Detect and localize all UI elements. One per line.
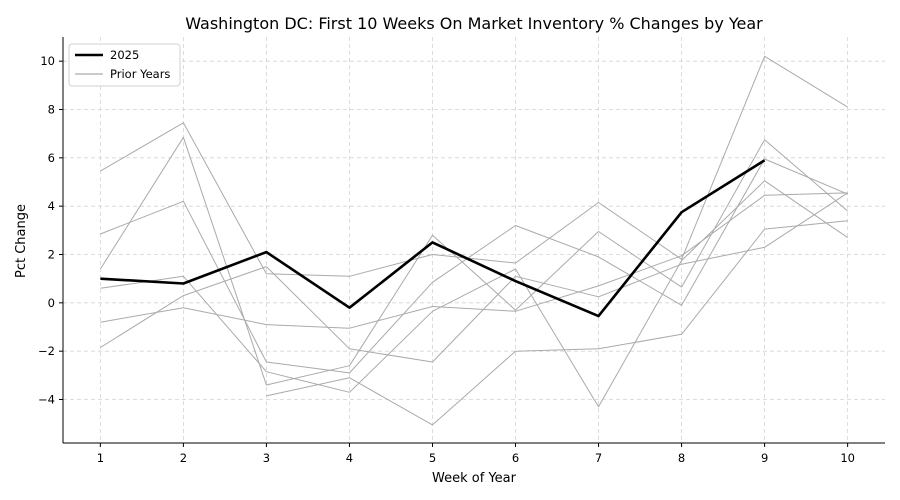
x-axis-ticks: 1 2 3 4 5 6 7 8 9 10	[97, 443, 855, 465]
series-line-prior-year	[100, 158, 848, 374]
x-tick-label: 4	[346, 451, 353, 465]
series-line-2025	[100, 159, 766, 318]
x-tick-label: 3	[263, 451, 270, 465]
x-tick-label: 1	[97, 451, 104, 465]
y-tick-label: −4	[38, 393, 55, 407]
x-tick-label: 5	[429, 451, 436, 465]
y-tick-label: −2	[38, 344, 55, 358]
series-group	[99, 55, 848, 426]
series-line-prior-year	[266, 220, 848, 426]
series-line-prior-year	[99, 136, 848, 386]
series-line-prior-year	[100, 180, 848, 408]
x-tick-label: 10	[840, 451, 855, 465]
x-tick-label: 6	[512, 451, 519, 465]
y-tick-label: 8	[48, 103, 55, 117]
x-tick-label: 2	[180, 451, 187, 465]
y-tick-label: 10	[40, 54, 55, 68]
series-line-prior-year	[100, 192, 848, 363]
series-line-prior-year	[100, 192, 848, 329]
chart-title: Washington DC: First 10 Weeks On Market …	[185, 14, 763, 33]
legend-label: Prior Years	[110, 67, 170, 81]
x-tick-label: 9	[761, 451, 768, 465]
y-tick-label: 6	[48, 151, 55, 165]
axes	[62, 37, 885, 444]
x-tick-label: 7	[595, 451, 602, 465]
series-line-prior-year	[100, 55, 848, 277]
legend-label: 2025	[110, 48, 139, 62]
grid	[63, 37, 885, 443]
y-tick-label: 2	[48, 248, 55, 262]
y-tick-label: 0	[48, 296, 55, 310]
x-axis-label: Week of Year	[432, 471, 517, 486]
y-axis-ticks: −4 −2 0 2 4 6 8 10	[38, 54, 63, 407]
legend: 2025 Prior Years	[68, 43, 181, 87]
y-tick-label: 4	[48, 199, 55, 213]
x-tick-label: 8	[678, 451, 685, 465]
y-axis-label: Pct Change	[14, 204, 29, 278]
